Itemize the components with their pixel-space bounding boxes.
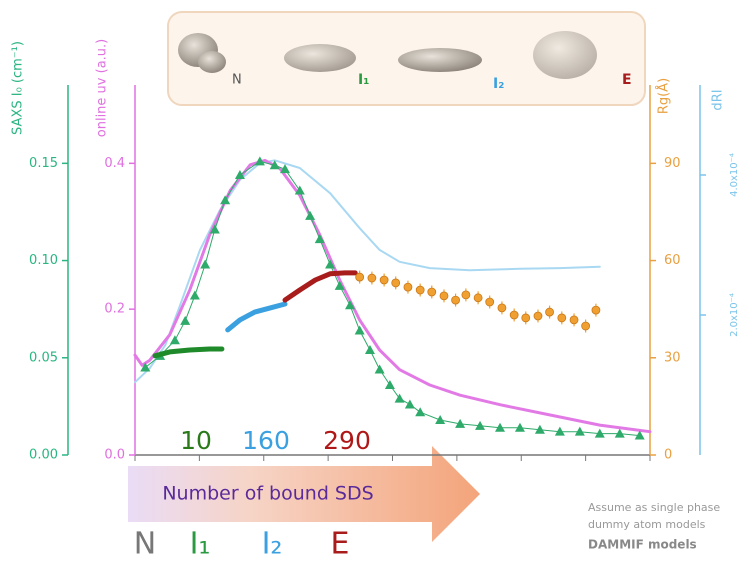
inset-label: N	[232, 73, 242, 88]
marker	[368, 274, 376, 282]
y-tick-label: 0.2	[104, 302, 125, 317]
marker	[515, 423, 525, 432]
marker	[416, 286, 424, 294]
y-tick-label: 2.0x10⁻⁴	[729, 293, 740, 337]
marker	[474, 294, 482, 302]
note: dummy atom models	[588, 518, 706, 531]
marker	[522, 314, 530, 322]
sds-count: 160	[242, 426, 290, 455]
marker	[385, 380, 395, 389]
marker	[510, 311, 518, 319]
y-tick-label: 0.05	[29, 350, 58, 365]
stage-label: E	[331, 527, 350, 562]
series-line	[135, 160, 650, 431]
stage-label: N	[134, 527, 156, 562]
page: {"chart_data": {"type": "line", "ylabel"…	[0, 0, 752, 564]
marker	[380, 276, 388, 284]
marker	[315, 234, 325, 243]
y-tick-label: 0.15	[29, 156, 58, 171]
y-tick-label: 0.4	[104, 156, 125, 171]
marker	[365, 345, 375, 354]
marker	[575, 427, 585, 436]
marker	[405, 399, 415, 408]
stage-label: I₁	[190, 527, 211, 562]
marker	[452, 296, 460, 304]
note: Assume as single phase	[588, 501, 720, 514]
sds-count: 10	[180, 426, 212, 455]
marker	[395, 394, 405, 403]
arrow-label: Number of bound SDS	[162, 483, 373, 505]
marker	[375, 364, 385, 373]
series-line	[145, 161, 639, 435]
y-tick-label: 0.00	[29, 448, 58, 463]
inset-label: E	[622, 72, 632, 88]
axis-title: SAXS I₀ (cm⁻¹)	[11, 41, 26, 135]
marker	[415, 407, 425, 416]
marker	[486, 298, 494, 306]
y-tick-label: 0.0	[104, 448, 125, 463]
note: DAMMIF models	[588, 538, 697, 552]
marker	[546, 308, 554, 316]
marker	[305, 211, 315, 220]
marker	[570, 316, 578, 324]
y-tick-label: 0	[664, 448, 672, 463]
axis-title: online uv (a.u.)	[95, 39, 110, 137]
y-tick-label: 60	[664, 253, 681, 268]
marker	[435, 415, 445, 424]
sds-count: 290	[323, 426, 371, 455]
marker	[558, 314, 566, 322]
marker	[404, 283, 412, 291]
marker	[462, 291, 470, 299]
marker	[592, 306, 600, 314]
marker	[440, 292, 448, 300]
marker	[190, 291, 200, 300]
marker	[392, 279, 400, 287]
marker	[498, 304, 506, 312]
figure: N I₁ I₂ E Number of bound SDS 10 160 290…	[0, 0, 752, 564]
inset-label: I₁	[358, 72, 369, 88]
marker	[428, 288, 436, 296]
inset-label: I₂	[493, 76, 504, 92]
axis-title: Rg(Å)	[656, 78, 672, 114]
y-tick-label: 30	[664, 350, 681, 365]
marker	[534, 312, 542, 320]
y-tick-label: 90	[664, 156, 681, 171]
stage-label: I₂	[262, 527, 283, 562]
series-line	[228, 304, 285, 330]
marker	[582, 322, 590, 330]
axis-title: dRI	[711, 89, 726, 110]
y-tick-label: 0.10	[29, 253, 58, 268]
marker	[180, 316, 190, 325]
marker	[356, 273, 364, 281]
marker	[170, 335, 180, 344]
y-tick-label: 4.0x10⁻⁴	[729, 153, 740, 197]
